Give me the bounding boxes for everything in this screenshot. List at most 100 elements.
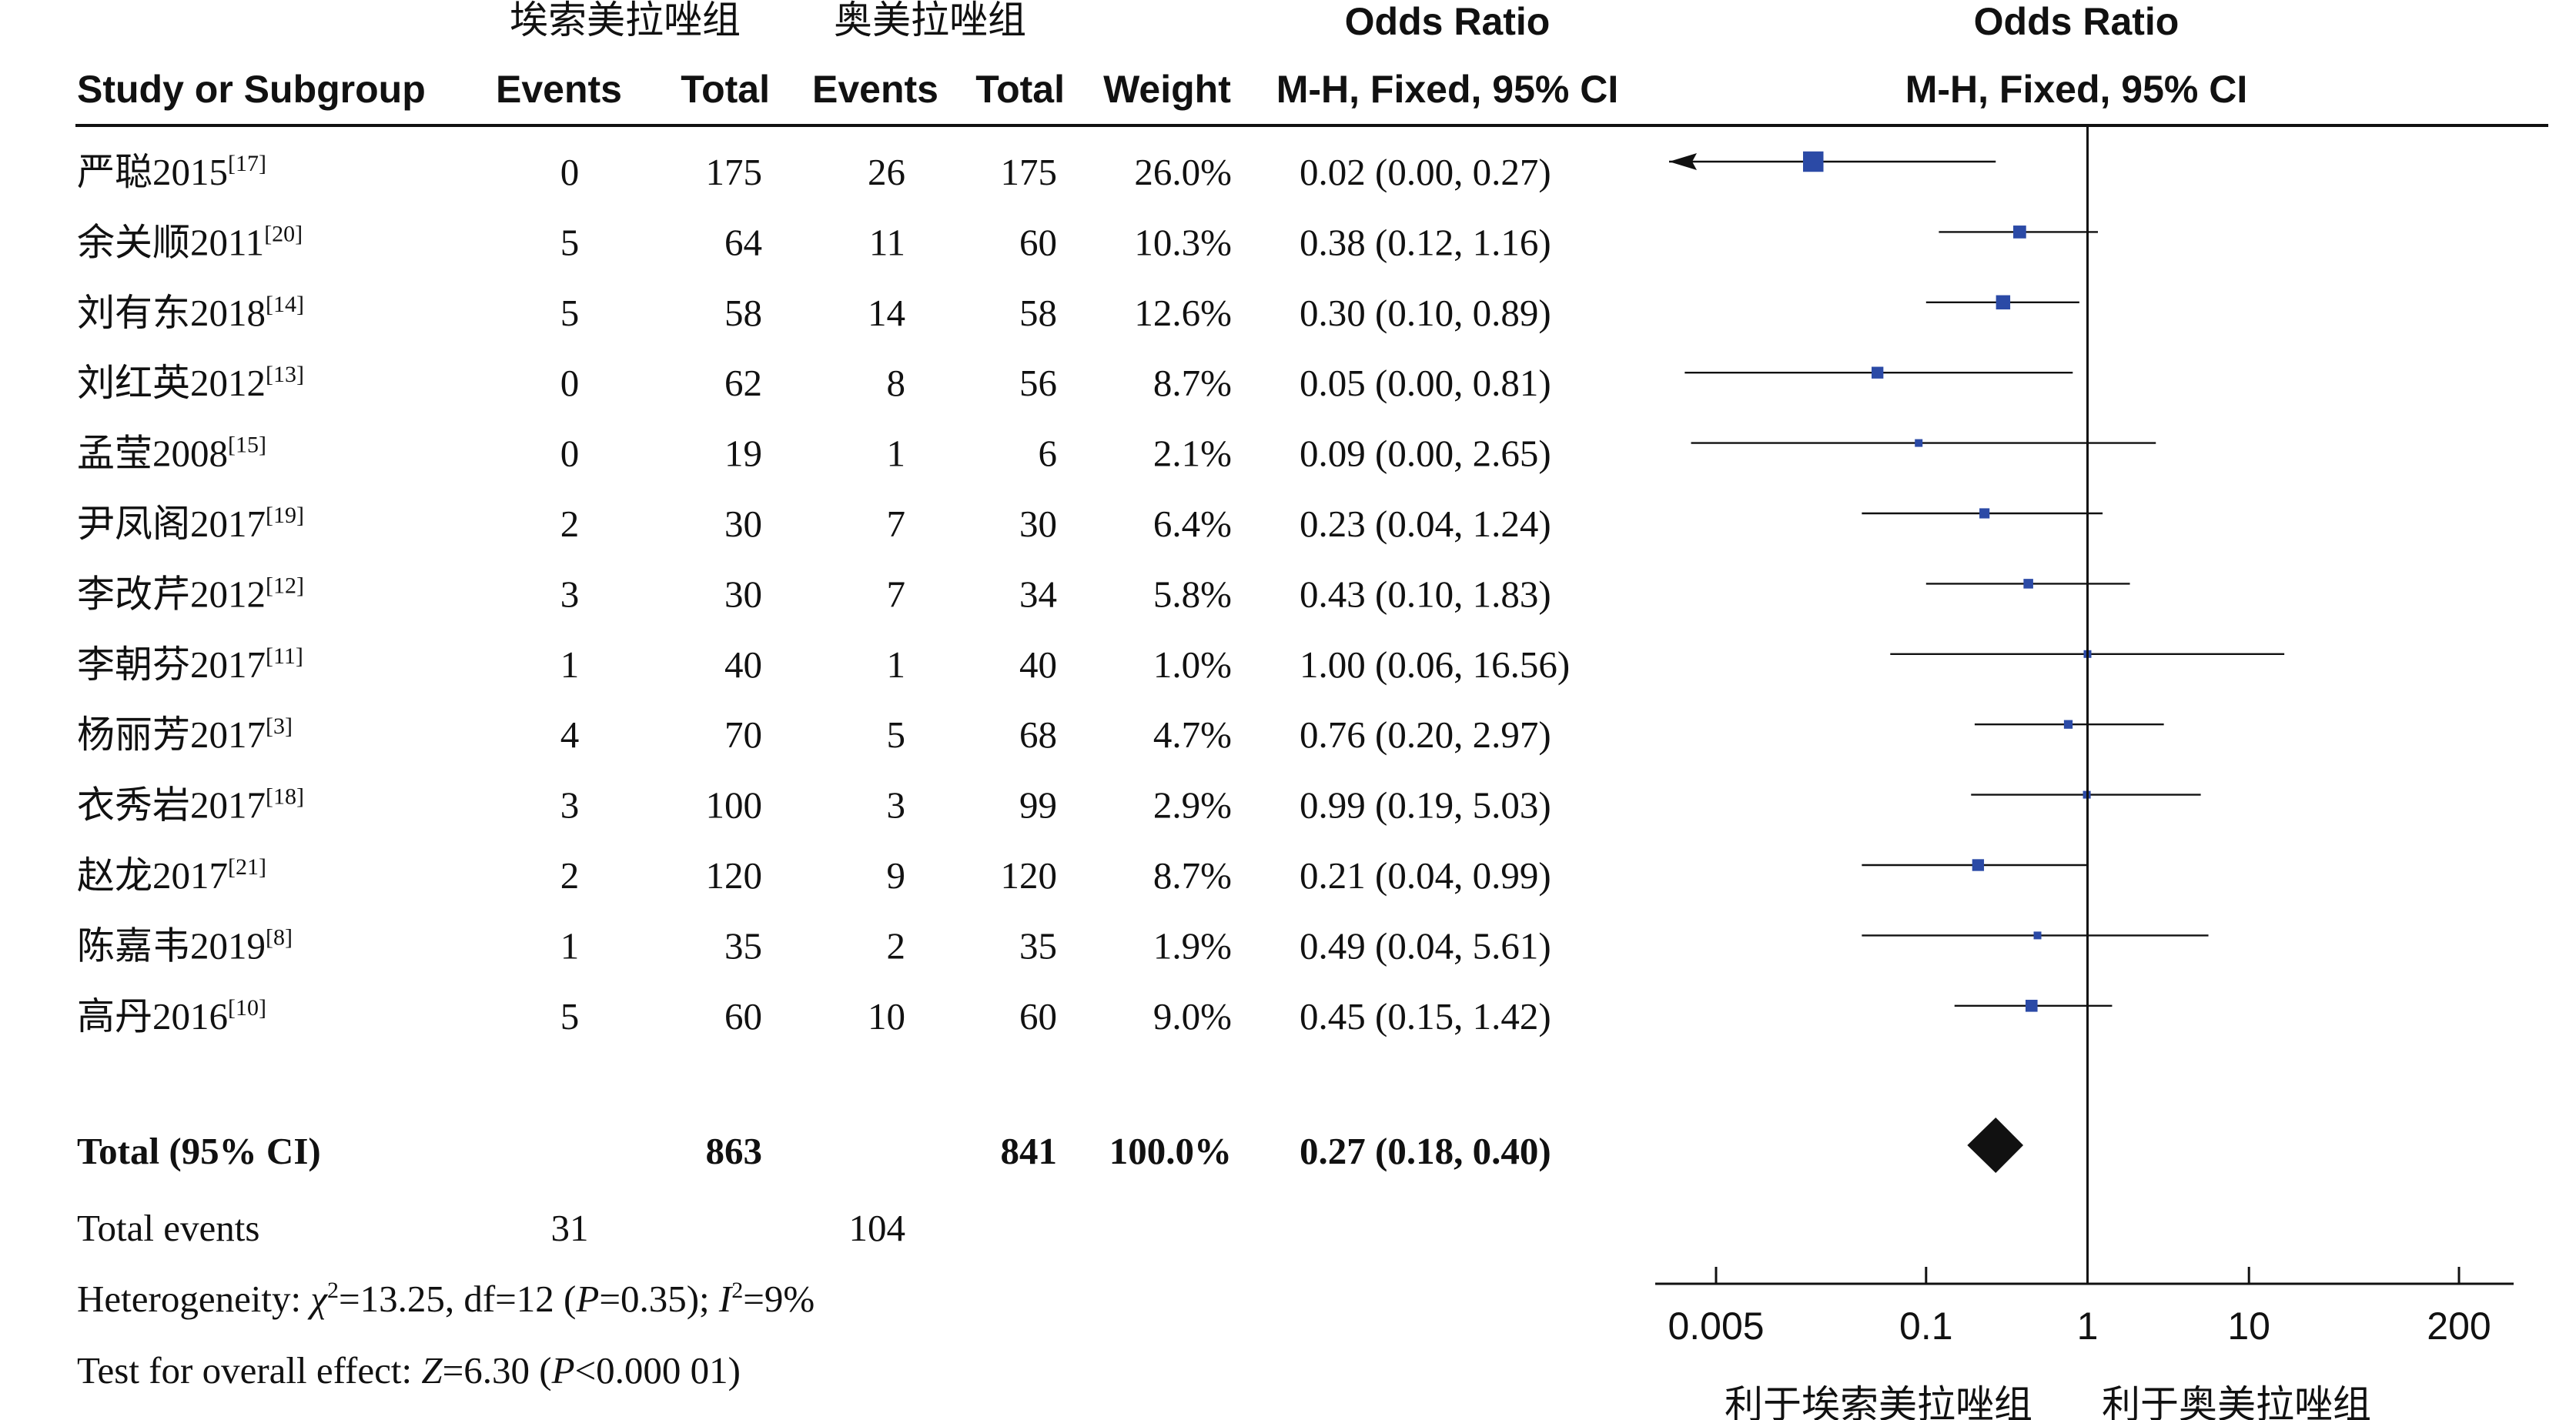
total-events-label: Total events (77, 1207, 259, 1249)
events2-cell: 2 (887, 924, 906, 967)
events2-cell: 9 (887, 854, 906, 897)
point-estimate-marker (1996, 295, 2011, 310)
total2-cell: 99 (1019, 784, 1057, 827)
col-events1: Events (496, 68, 622, 111)
events2-cell: 1 (887, 643, 906, 686)
events2-cell: 26 (868, 151, 905, 193)
events2-cell: 10 (868, 995, 905, 1037)
total1-cell: 30 (724, 503, 762, 545)
ci-cell: 0.43 (0.10, 1.83) (1300, 573, 1551, 615)
ci-cell: 0.23 (0.04, 1.24) (1300, 503, 1551, 545)
total2-cell: 34 (1019, 573, 1057, 615)
total1-sum: 863 (706, 1130, 763, 1172)
point-estimate-marker (2025, 1000, 2038, 1012)
total2-cell: 56 (1019, 362, 1057, 404)
total1-cell: 30 (724, 573, 762, 615)
table-row: 高丹2016[10] 5 60 10 60 9.0% 0.45 (0.15, 1.42) (77, 995, 1551, 1037)
study-name: 余关顺2011[20] (77, 221, 303, 263)
point-estimate-marker (2063, 720, 2073, 729)
col-ci-plot: M-H, Fixed, 95% CI (1905, 68, 2248, 111)
total1-cell: 35 (724, 924, 762, 967)
weight-cell: 2.1% (1153, 433, 1232, 475)
total1-cell: 100 (706, 784, 763, 827)
total-events2: 104 (849, 1207, 906, 1249)
weight-cell: 2.9% (1153, 784, 1232, 827)
study-name: 赵龙2017[21] (77, 854, 266, 897)
pooled-diamond (1967, 1118, 2024, 1173)
total2-cell: 40 (1019, 643, 1057, 686)
group2-header: 奥美拉唑组 (834, 0, 1026, 42)
study-name: 刘红英2012[13] (77, 362, 304, 404)
total1-cell: 60 (724, 995, 762, 1037)
ci-cell: 0.38 (0.12, 1.16) (1300, 221, 1551, 263)
total-ci: 0.27 (0.18, 0.40) (1300, 1130, 1551, 1172)
study-name: 尹凤阁2017[19] (77, 503, 304, 545)
point-estimate-marker (1802, 151, 1824, 172)
total1-cell: 19 (724, 433, 762, 475)
study-rows: 严聪2015[17] 0 175 26 175 26.0% 0.02 (0.00, 0.27… (77, 151, 1570, 1172)
table-row: 衣秀岩2017[18] 3 100 3 99 2.9% 0.99 (0.19, 5.03) (77, 784, 1551, 827)
weight-cell: 5.8% (1153, 573, 1232, 615)
events1-cell: 5 (560, 292, 580, 334)
group1-header: 埃索美拉唑组 (510, 0, 741, 42)
events1-cell: 0 (560, 151, 580, 193)
study-name: 严聪2015[17] (77, 151, 266, 193)
weight-cell: 10.3% (1134, 221, 1232, 263)
total2-cell: 175 (1001, 151, 1058, 193)
col-events2: Events (812, 68, 938, 111)
point-estimate-marker (1979, 508, 1990, 519)
x-tick-label: 1 (2077, 1305, 2099, 1348)
events1-cell: 3 (560, 573, 580, 615)
ci-arrow (1669, 153, 1697, 170)
col-study: Study or Subgroup (77, 68, 426, 111)
total-weight: 100.0% (1109, 1130, 1232, 1172)
events1-cell: 1 (560, 643, 580, 686)
total-label: Total (95% CI) (77, 1130, 321, 1172)
point-estimate-marker (2013, 226, 2026, 239)
ci-cell: 0.21 (0.04, 0.99) (1300, 854, 1551, 897)
summary-footer: Total events 31 104 Heterogeneity: χ2=13.25… (77, 1207, 905, 1392)
or-table-title: Odds Ratio (1345, 0, 1551, 43)
total2-cell: 30 (1019, 503, 1057, 545)
table-row: 赵龙2017[21] 2 120 9 120 8.7% 0.21 (0.04, 0.99) (77, 854, 1551, 897)
col-total1: Total (681, 68, 770, 111)
point-estimate-marker (1872, 366, 1884, 379)
total1-cell: 70 (724, 713, 762, 756)
total2-cell: 60 (1019, 995, 1057, 1037)
events2-cell: 11 (869, 221, 905, 263)
table-row: 尹凤阁2017[19] 2 30 7 30 6.4% 0.23 (0.04, 1.24) (77, 503, 1551, 545)
or-plot-title: Odds Ratio (1974, 0, 2180, 43)
table-row: 刘有东2018[14] 5 58 14 58 12.6% 0.30 (0.10, 0.89) (77, 292, 1551, 334)
point-estimate-marker (1972, 859, 1985, 871)
weight-cell: 9.0% (1153, 995, 1232, 1037)
study-name: 李改芹2012[12] (77, 573, 304, 615)
ci-cell: 0.49 (0.04, 5.61) (1300, 924, 1551, 967)
events2-cell: 5 (887, 713, 906, 756)
study-name: 刘有东2018[14] (77, 292, 304, 334)
total1-cell: 64 (724, 221, 762, 263)
events2-cell: 1 (887, 433, 906, 475)
table-row: 陈嘉韦2019[8] 1 35 2 35 1.9% 0.49 (0.04, 5.61) (77, 924, 1551, 967)
events2-cell: 7 (887, 573, 906, 615)
events2-cell: 14 (868, 292, 905, 334)
total2-cell: 60 (1019, 221, 1057, 263)
study-name: 杨丽芳2017[3] (77, 713, 293, 756)
study-name: 孟莹2008[15] (77, 433, 266, 475)
events1-cell: 2 (560, 854, 580, 897)
study-name: 高丹2016[10] (77, 995, 266, 1037)
weight-cell: 1.9% (1153, 924, 1232, 967)
favours-left-label: 利于埃索美拉唑组 (1725, 1383, 2032, 1420)
total2-cell: 35 (1019, 924, 1057, 967)
events1-cell: 4 (560, 713, 580, 756)
total1-cell: 40 (724, 643, 762, 686)
events2-cell: 3 (887, 784, 906, 827)
table-row: 余关顺2011[20] 5 64 11 60 10.3% 0.38 (0.12, 1.16) (77, 221, 1551, 263)
ci-cell: 0.45 (0.15, 1.42) (1300, 995, 1551, 1037)
events2-cell: 7 (887, 503, 906, 545)
total1-cell: 175 (706, 151, 763, 193)
events1-cell: 0 (560, 362, 580, 404)
events1-cell: 5 (560, 221, 580, 263)
total-events1: 31 (551, 1207, 589, 1249)
total1-cell: 62 (724, 362, 762, 404)
